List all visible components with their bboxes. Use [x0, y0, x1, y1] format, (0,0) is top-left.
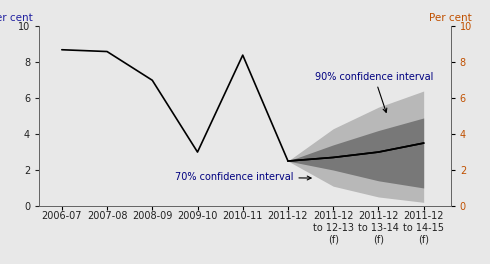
Text: Per cent: Per cent [0, 13, 32, 23]
Text: Per cent: Per cent [429, 13, 471, 23]
Text: 70% confidence interval: 70% confidence interval [175, 172, 311, 182]
Text: 90% confidence interval: 90% confidence interval [315, 72, 434, 112]
